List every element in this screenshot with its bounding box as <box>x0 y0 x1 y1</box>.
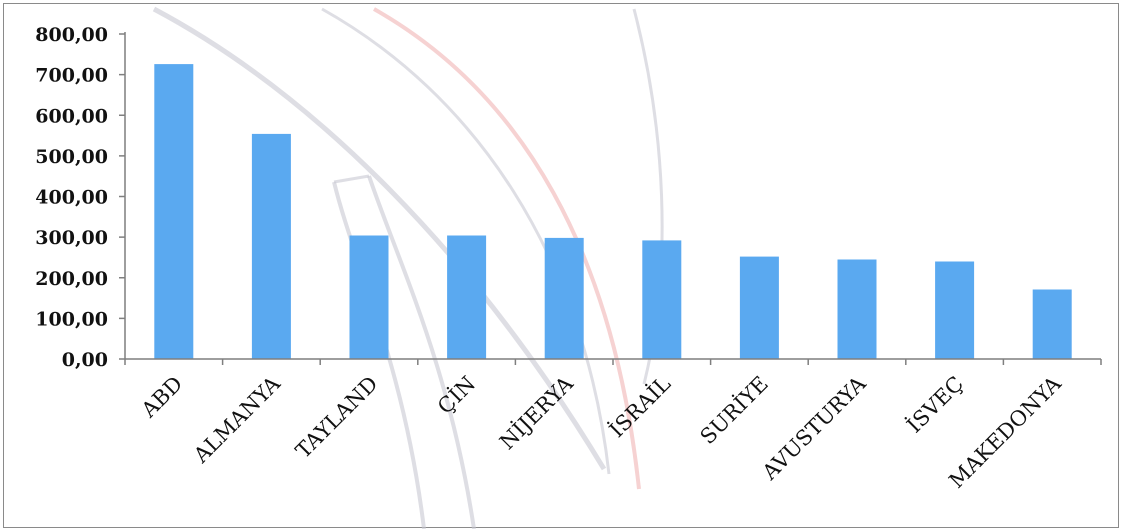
y-tick-label: 100,00 <box>35 308 108 330</box>
x-category-label: TAYLAND <box>291 372 382 463</box>
watermark-swoosh <box>152 6 664 529</box>
bar-suri̇ye <box>739 256 779 359</box>
watermark-stroke-1 <box>152 6 607 471</box>
y-tick-label: 300,00 <box>35 227 108 249</box>
x-category-label: İSVEÇ <box>902 372 968 438</box>
bar-i̇sveç <box>935 261 975 359</box>
bar-makedonya <box>1032 289 1072 359</box>
bar-i̇srai̇l <box>642 240 682 359</box>
y-tick-label: 500,00 <box>35 146 108 168</box>
y-tick-labels: 0,00 100,00 200,00 300,00 400,00 500,00 600,00… <box>35 24 125 371</box>
bar-çi̇n <box>447 235 487 359</box>
bar-chart: 0,00 100,00 200,00 300,00 400,00 500,00 600,00… <box>35 6 1102 529</box>
watermark-stroke-5 <box>367 175 476 529</box>
watermark-stroke-3 <box>321 7 611 475</box>
y-tick-label: 800,00 <box>35 24 108 46</box>
y-tick-label: 200,00 <box>35 268 108 290</box>
chart-frame: 0,00 100,00 200,00 300,00 400,00 500,00 600,00… <box>3 3 1119 529</box>
y-tick-label: 600,00 <box>35 105 108 127</box>
y-tick-label: 700,00 <box>35 65 108 87</box>
x-category-labels: ABD ALMANYA TAYLAND ÇİN NİJERYA İSRAİL SURİYEA… <box>136 371 1066 493</box>
bar-tayland <box>349 235 389 359</box>
x-category-label: AVUSTURYA <box>757 371 871 485</box>
x-category-label: SURİYE <box>696 372 773 449</box>
watermark-stroke-2 <box>373 7 641 490</box>
y-tick-label: 0,00 <box>62 349 108 371</box>
x-category-label: ALMANYA <box>188 371 285 468</box>
y-tick-label: 400,00 <box>35 187 108 209</box>
bars-group <box>154 64 1072 359</box>
bar-avusturya <box>837 259 877 359</box>
x-category-label: İSRAİL <box>605 372 676 443</box>
watermark-stroke-6 <box>333 174 370 184</box>
bar-ni̇jerya <box>544 237 584 359</box>
x-category-label: ABD <box>136 372 187 423</box>
bar-almanya <box>251 133 291 359</box>
axes-group <box>124 32 1102 365</box>
bar-abd <box>154 64 194 359</box>
